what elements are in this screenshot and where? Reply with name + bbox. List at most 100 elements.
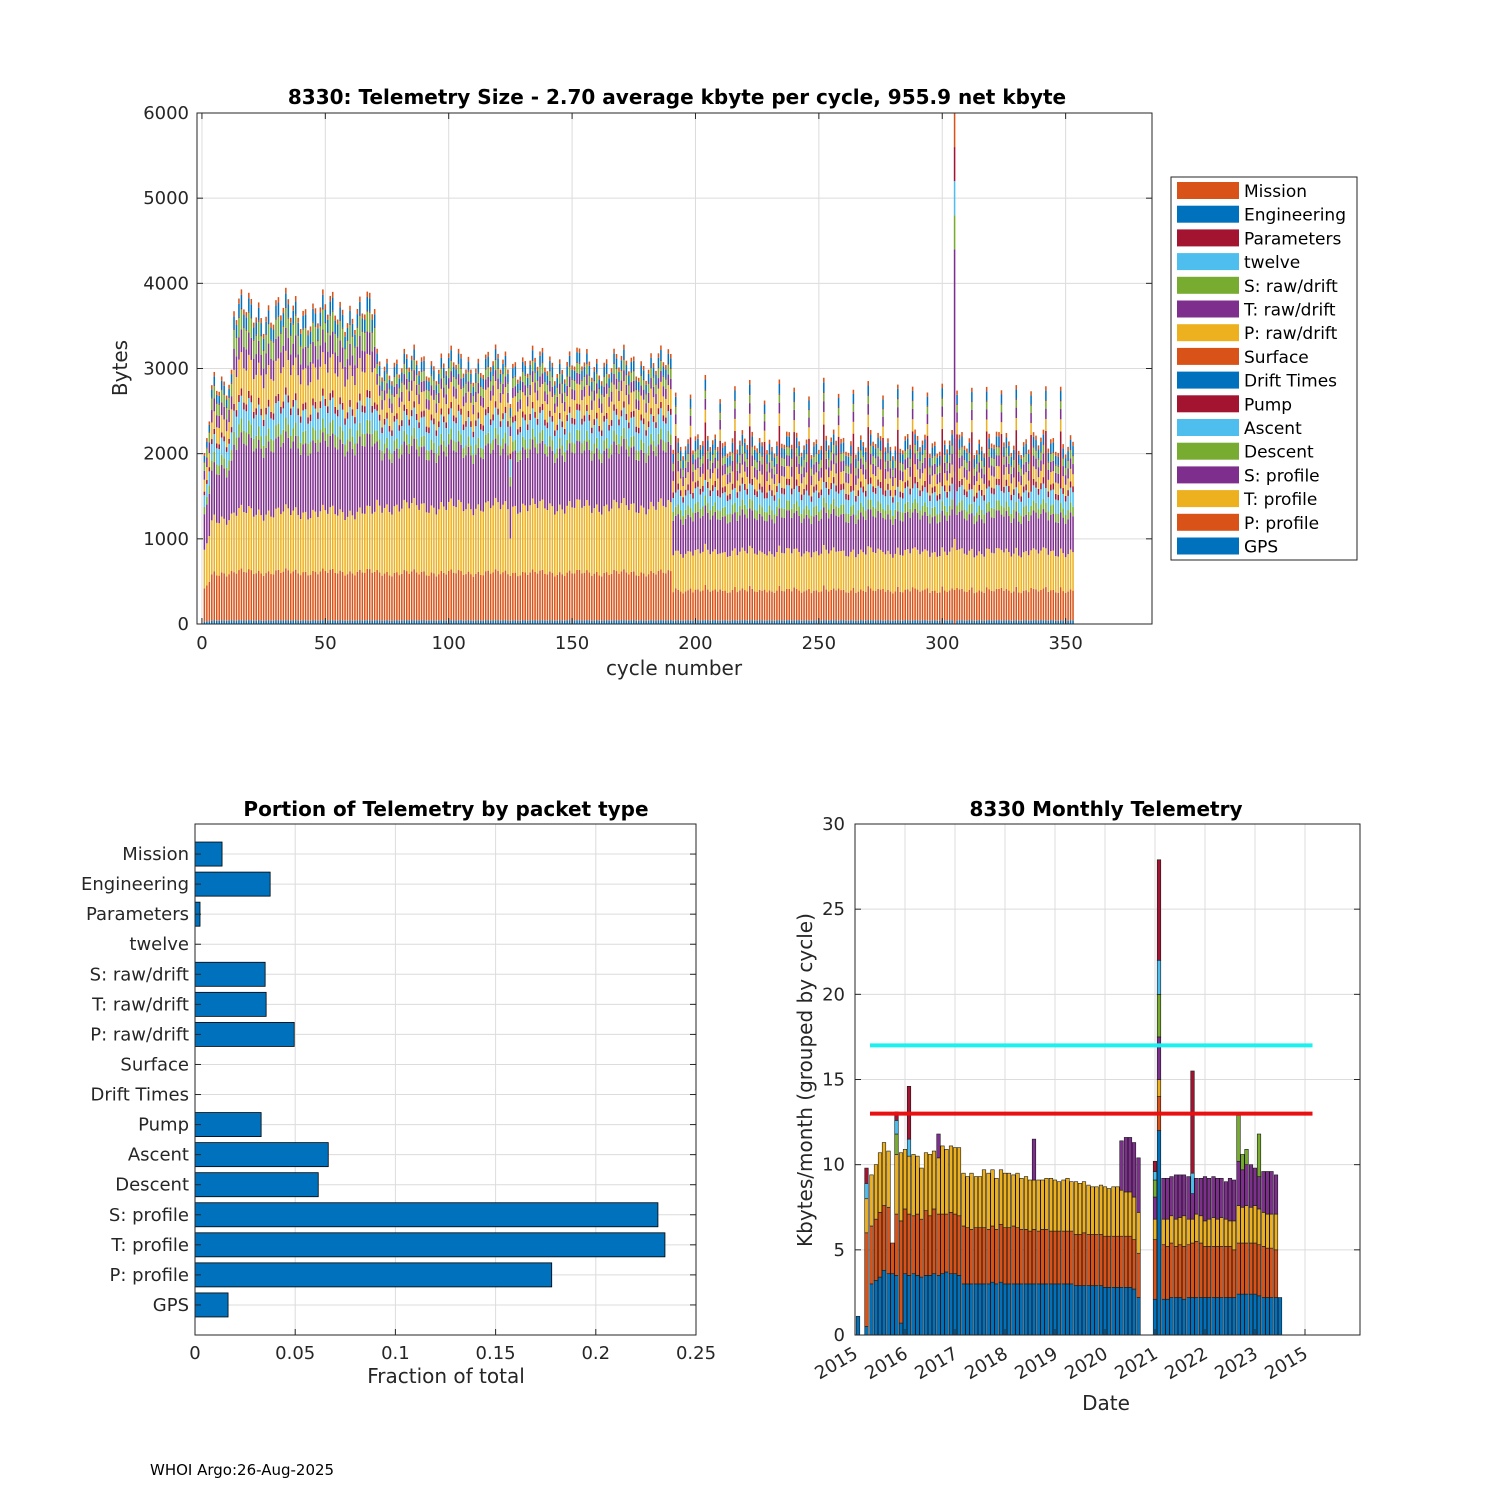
bar-segment — [571, 379, 573, 390]
bar-segment — [741, 509, 744, 548]
bar-segment — [324, 304, 327, 310]
bar-segment — [813, 446, 815, 456]
bar-segment — [280, 620, 282, 624]
bar-segment — [897, 417, 899, 430]
bar-segment — [864, 469, 867, 480]
bar-segment — [578, 404, 581, 411]
bar-segment — [618, 419, 620, 426]
bar-segment — [477, 372, 480, 374]
bar-segment — [257, 570, 260, 621]
bar-segment — [309, 620, 312, 624]
bar-segment — [850, 515, 852, 552]
bar-segment — [736, 497, 739, 512]
bar-segment — [1054, 472, 1057, 483]
bar-segment — [697, 620, 699, 624]
bar-segment — [786, 500, 788, 511]
cycle-bar — [1064, 454, 1067, 624]
bar-segment — [719, 429, 721, 441]
bar-segment — [756, 554, 758, 592]
bar-segment — [581, 443, 583, 454]
bar-segment — [467, 620, 470, 624]
bar-segment — [598, 407, 601, 426]
bar-segment — [472, 395, 475, 397]
bar-segment — [408, 401, 410, 420]
bar-segment — [415, 364, 418, 375]
bar-segment — [889, 468, 892, 479]
bar-segment — [578, 499, 581, 570]
bar-segment — [1067, 554, 1069, 592]
bar-segment — [887, 489, 889, 505]
bar-segment — [423, 370, 425, 372]
bar-segment — [916, 435, 919, 441]
bar-segment — [941, 586, 944, 621]
bar-segment — [825, 620, 828, 624]
bar-segment — [1015, 501, 1018, 512]
bar-segment — [976, 592, 978, 621]
bar-segment — [630, 411, 633, 418]
bar-segment — [684, 553, 687, 592]
bar-segment — [699, 476, 702, 489]
bar-segment — [758, 471, 761, 484]
bar-segment — [294, 569, 297, 621]
bar-segment — [882, 426, 884, 438]
bar-segment — [966, 554, 968, 592]
bar-segment — [277, 423, 280, 437]
bar-segment — [317, 328, 319, 341]
bar-segment — [494, 370, 497, 382]
bar-segment — [260, 415, 262, 437]
bar-segment — [1010, 466, 1013, 474]
bar-segment — [640, 505, 642, 573]
bar-segment — [410, 390, 413, 411]
bar-segment — [867, 396, 869, 405]
bar-segment — [618, 401, 620, 420]
bar-segment — [539, 406, 541, 413]
bar-segment — [744, 438, 746, 443]
bar-segment — [610, 444, 613, 455]
bar-segment — [285, 387, 287, 395]
bar-segment — [285, 394, 287, 418]
bar-segment — [657, 408, 660, 415]
bar-segment — [788, 548, 791, 589]
bar-segment — [359, 422, 361, 437]
cycle-bar — [1054, 451, 1057, 624]
bar-segment — [864, 554, 867, 592]
bar-segment — [546, 422, 549, 429]
bar-segment — [230, 513, 233, 572]
bar-segment — [364, 332, 366, 334]
cycle-bar — [748, 379, 751, 624]
bar-segment — [1020, 467, 1022, 469]
bar-segment — [958, 468, 961, 481]
bar-segment — [1035, 589, 1037, 621]
bar-segment — [521, 381, 524, 393]
cycle-bar — [714, 434, 716, 624]
bar-segment — [882, 517, 884, 552]
bar-segment — [741, 477, 744, 484]
bar-segment — [556, 424, 559, 431]
bar-segment — [909, 620, 911, 624]
bar-segment — [677, 504, 679, 515]
bar-segment — [598, 389, 601, 399]
bar-segment — [736, 555, 739, 593]
bar-segment — [351, 318, 354, 324]
bar-segment — [465, 392, 467, 403]
cycle-bar — [403, 348, 406, 624]
bar-segment — [879, 481, 882, 489]
bar-segment — [818, 453, 820, 463]
bar-segment — [694, 589, 697, 621]
bar-segment — [825, 487, 828, 503]
bar-segment — [489, 443, 492, 454]
cycle-bar — [521, 357, 524, 624]
bar-segment — [990, 475, 993, 488]
bar-segment — [845, 556, 847, 593]
bar-segment — [346, 418, 349, 440]
bar-segment — [615, 368, 618, 369]
bar-segment — [497, 444, 499, 503]
bar-segment — [206, 543, 208, 586]
bar-segment — [625, 420, 628, 439]
bar-segment — [206, 467, 208, 481]
bar-segment — [862, 590, 865, 621]
bar-segment — [1005, 447, 1008, 449]
bar-segment — [470, 421, 472, 427]
bar-segment — [776, 620, 778, 624]
bar-segment — [1059, 400, 1062, 402]
